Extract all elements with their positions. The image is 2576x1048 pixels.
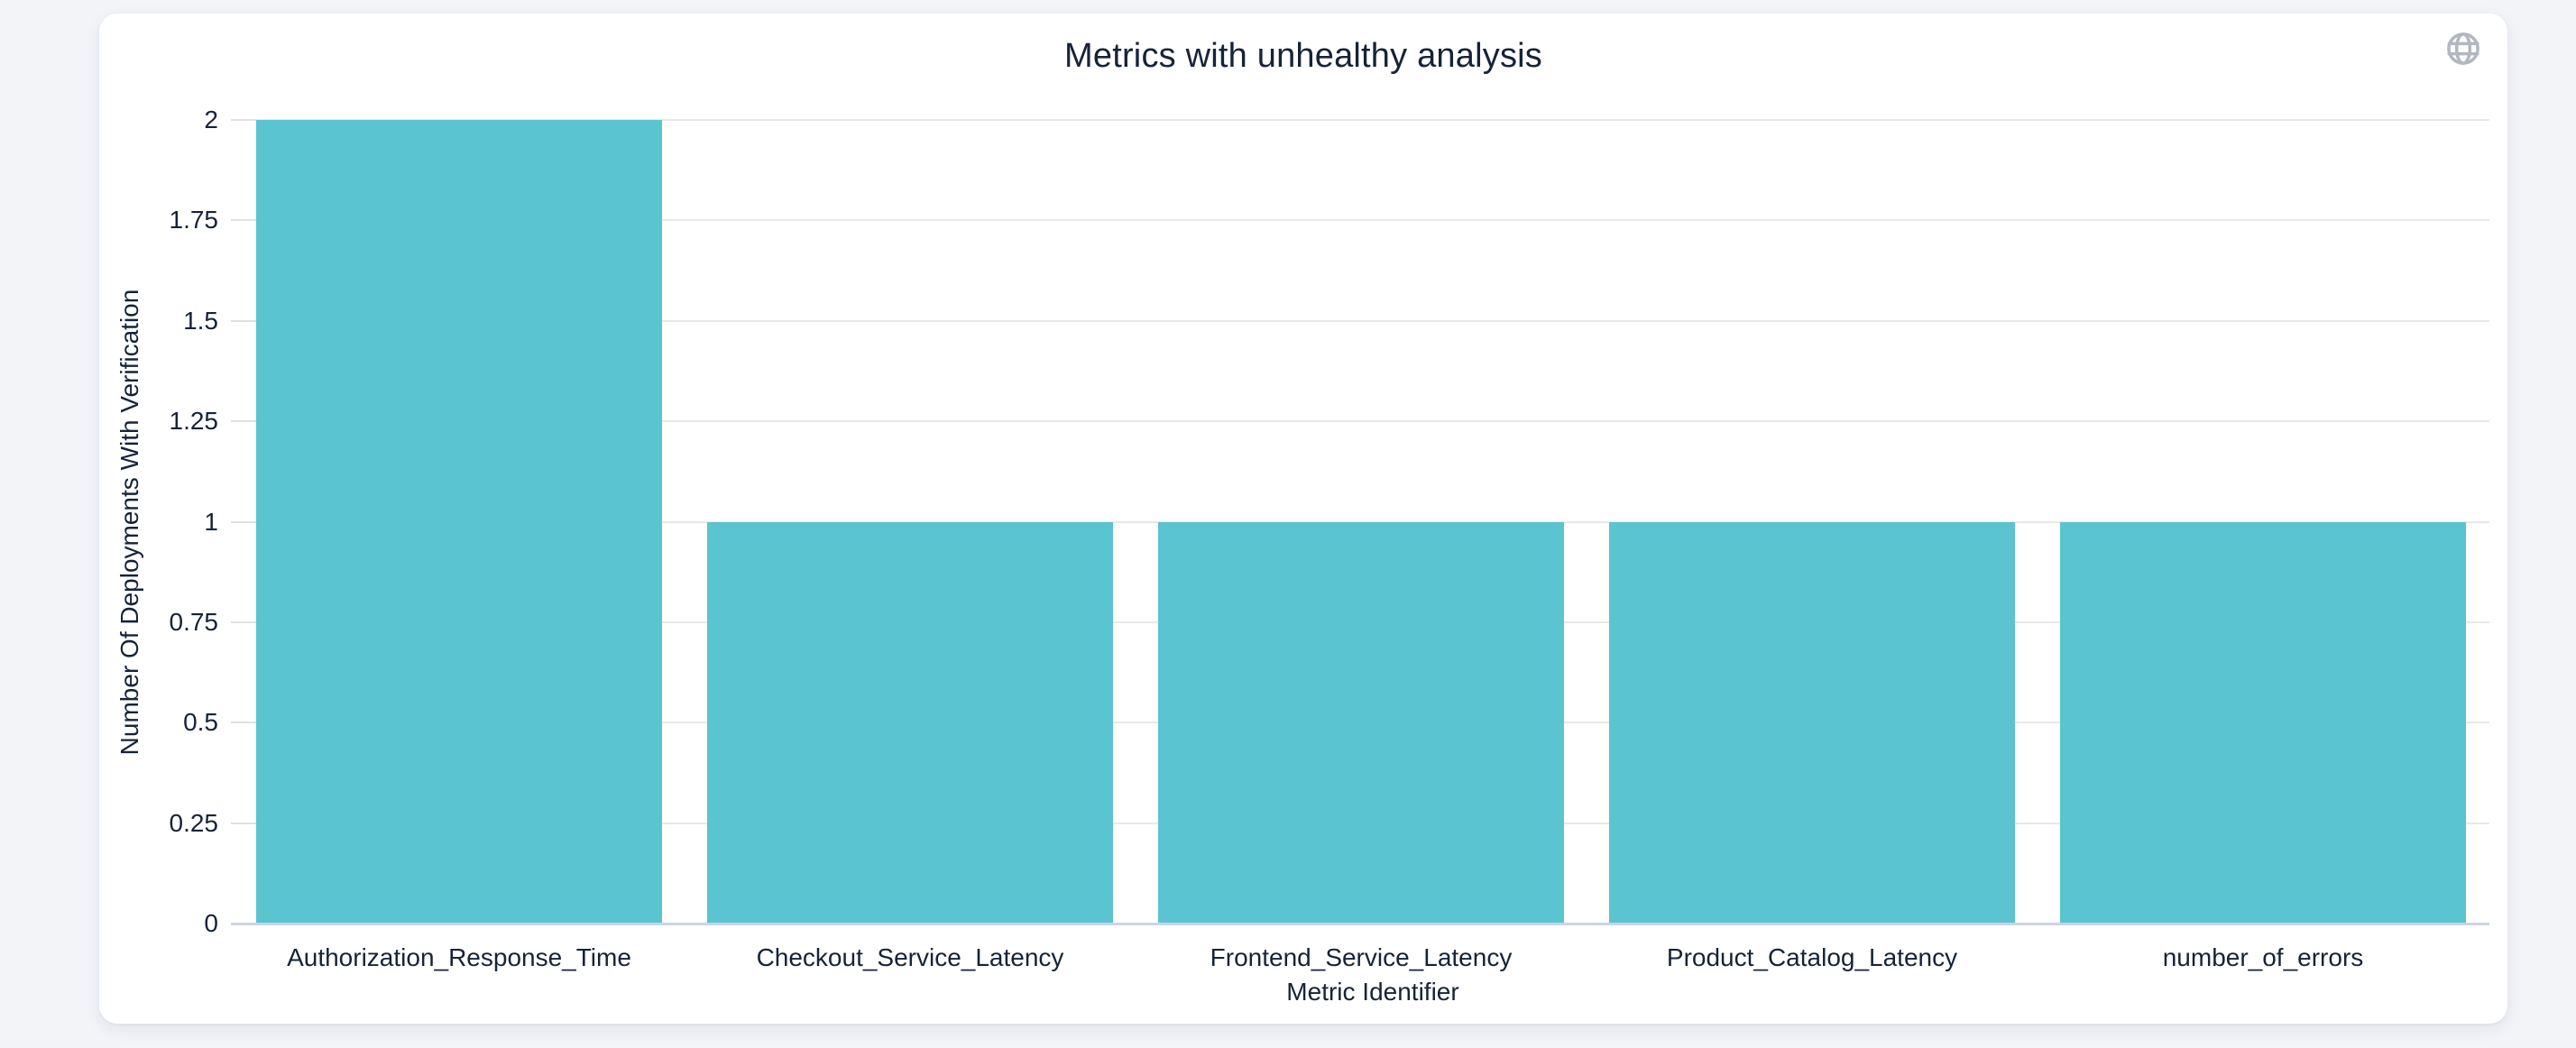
y-axis-tick	[231, 722, 256, 724]
y-tick-label: 0	[204, 909, 218, 937]
x-tick-label: Frontend_Service_Latency	[1210, 943, 1513, 971]
y-tick-label: 1	[204, 507, 218, 536]
x-tick-label: Product_Catalog_Latency	[1666, 943, 1958, 971]
chart-card: Metrics with unhealthy analysis Number O…	[99, 14, 2507, 1024]
gridline	[256, 219, 2489, 222]
globe-button[interactable]	[2443, 29, 2483, 69]
y-axis-tick	[231, 420, 256, 423]
y-axis-tick	[231, 319, 256, 322]
y-axis-tick	[231, 923, 256, 925]
y-axis-tick	[231, 822, 256, 824]
gridline	[256, 119, 2489, 121]
y-tick-label: 0.25	[169, 808, 219, 837]
chart-title: Metrics with unhealthy analysis	[1064, 37, 1542, 75]
plot-area: Number Of Deployments With Verification …	[115, 106, 2489, 1006]
globe-icon	[2444, 30, 2482, 68]
y-axis-tick	[231, 520, 256, 523]
y-tick-label: 1.5	[183, 306, 218, 335]
gridline	[256, 420, 2489, 423]
y-tick-label: 2	[204, 106, 218, 133]
y-axis-tick	[231, 219, 256, 222]
bar-Authorization_Response_Time[interactable]	[256, 120, 662, 924]
bar-number_of_errors[interactable]	[2060, 521, 2466, 924]
bar-Frontend_Service_Latency[interactable]	[1158, 521, 1564, 924]
y-axis-tick	[231, 621, 256, 623]
bar-Product_Catalog_Latency[interactable]	[1609, 521, 2015, 924]
y-tick-label: 0.75	[169, 607, 219, 636]
x-tick-label: number_of_errors	[2162, 943, 2364, 971]
bar-Checkout_Service_Latency[interactable]	[707, 521, 1113, 924]
x-tick-label: Checkout_Service_Latency	[756, 943, 1064, 971]
y-tick-label: 1.75	[169, 206, 219, 234]
x-tick-label: Authorization_Response_Time	[287, 943, 631, 971]
y-tick-label: 0.5	[183, 708, 218, 737]
y-tick-label: 1.25	[169, 407, 219, 436]
y-axis-tick	[231, 119, 256, 121]
gridline	[256, 319, 2489, 322]
y-axis-title: Number Of Deployments With Verification	[115, 289, 143, 755]
x-axis-title: Metric Identifier	[1286, 978, 1459, 1006]
x-axis-line	[256, 923, 2489, 925]
